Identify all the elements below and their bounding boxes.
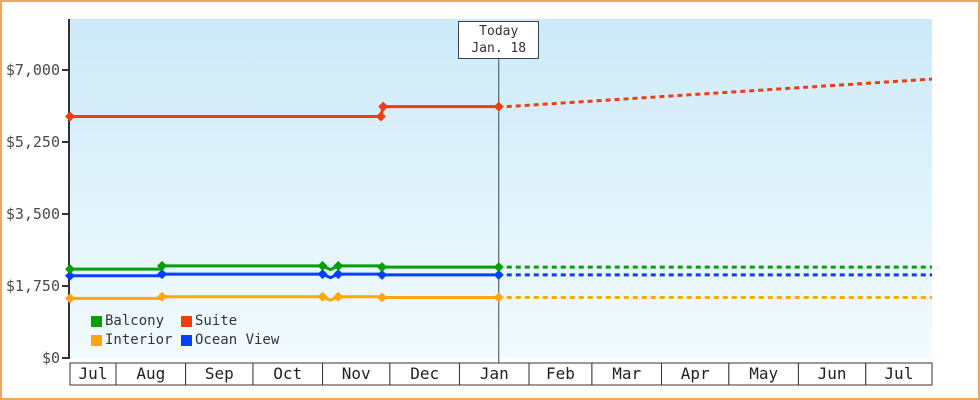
series-marker-interior: [377, 292, 388, 303]
legend-item-balcony: Balcony: [91, 312, 181, 330]
month-label: May: [749, 364, 778, 383]
series-marker-balcony: [377, 262, 388, 273]
projection-line-suite: [506, 77, 933, 109]
legend-swatch-ocean-view: [181, 334, 192, 346]
series-marker-interior: [65, 293, 75, 304]
y-axis-label: $3,500: [6, 205, 60, 223]
series-marker-suite: [378, 101, 389, 112]
plot-area: [70, 19, 932, 358]
series-marker-interior: [317, 291, 328, 302]
month-label: Oct: [273, 364, 302, 383]
legend: Balcony Suite Interior Ocean View: [91, 312, 279, 349]
series-marker-ocean-view: [333, 269, 344, 280]
today-label: Today: [479, 24, 519, 39]
month-label: Jun: [818, 364, 847, 383]
series-marker-balcony: [65, 264, 75, 275]
month-label: Aug: [136, 364, 165, 383]
month-label: Feb: [546, 364, 575, 383]
series-marker-interior: [493, 292, 504, 303]
legend-label-interior: Interior: [105, 332, 173, 348]
month-cell: [865, 362, 933, 386]
series-marker-ocean-view: [493, 269, 504, 280]
series-marker-suite: [493, 101, 504, 112]
today-annotation: Today Jan. 18: [458, 21, 540, 59]
today-date: Jan. 18: [471, 41, 527, 56]
legend-item-suite: Suite: [181, 312, 279, 330]
month-label: Mar: [612, 364, 641, 383]
series-marker-suite: [375, 111, 386, 122]
legend-item-interior: Interior: [91, 331, 181, 349]
series-marker-balcony: [157, 260, 168, 271]
month-label: Apr: [681, 364, 710, 383]
legend-item-ocean-view: Ocean View: [181, 331, 279, 349]
y-axis-label: $1,750: [6, 277, 60, 295]
series-marker-suite: [65, 111, 75, 122]
series-marker-ocean-view: [65, 270, 75, 281]
series-marker-balcony: [317, 260, 328, 271]
legend-label-suite: Suite: [195, 313, 238, 329]
y-axis-label: $0: [42, 349, 60, 367]
legend-swatch-suite: [181, 315, 192, 327]
series-marker-ocean-view: [157, 269, 168, 280]
series-marker-balcony: [493, 262, 504, 273]
y-axis-label: $7,000: [6, 61, 60, 79]
legend-swatch-balcony: [91, 315, 102, 327]
month-label: Nov: [342, 364, 371, 383]
month-label: Jul: [79, 364, 108, 383]
legend-label-balcony: Balcony: [105, 313, 165, 329]
y-axis-label: $5,250: [6, 133, 60, 151]
series-marker-ocean-view: [317, 269, 328, 280]
month-label: Jul: [884, 364, 913, 383]
legend-label-ocean-view: Ocean View: [195, 332, 280, 348]
legend-swatch-interior: [91, 334, 102, 346]
month-label: Jan: [480, 364, 509, 383]
series-line-suite: [70, 105, 499, 119]
series-marker-interior: [157, 291, 168, 302]
series-marker-ocean-view: [377, 269, 388, 280]
series-marker-interior: [333, 291, 344, 302]
month-label: Sep: [205, 364, 234, 383]
month-label: Dec: [410, 364, 439, 383]
series-marker-balcony: [333, 260, 344, 271]
